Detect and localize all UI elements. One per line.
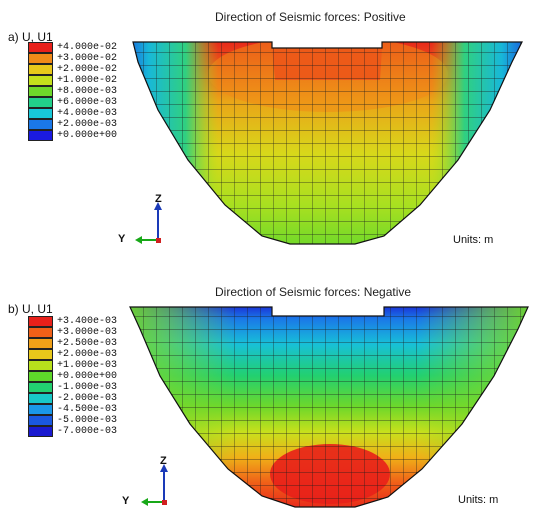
- legend-entry: +6.000e-03: [28, 97, 117, 108]
- legend-entry: +0.000e+00: [28, 130, 117, 141]
- legend-entry: +1.000e-02: [28, 75, 117, 86]
- panel-label: a) U, U1: [8, 30, 53, 44]
- legend-entry: -5.000e-03: [28, 415, 117, 426]
- panel-title: Direction of Seismic forces: Negative: [215, 285, 412, 299]
- legend-entry: +3.400e-03: [28, 316, 117, 327]
- y-axis-label: Y: [122, 495, 130, 507]
- legend-entry: -4.500e-03: [28, 404, 117, 415]
- legend-entry: +4.000e-02: [28, 42, 117, 53]
- legend-entry: +3.000e-03: [28, 327, 117, 338]
- panel-title: Direction of Seismic forces: Positive: [215, 10, 406, 24]
- legend-entry: +3.000e-02: [28, 53, 117, 64]
- legend-entry: +2.500e-03: [28, 338, 117, 349]
- legend-entry: +4.000e-03: [28, 108, 117, 119]
- color-legend: +3.400e-03 +3.000e-03 +2.500e-03 +2.000e…: [28, 316, 117, 437]
- y-axis-label: Y: [118, 233, 126, 245]
- z-axis-label: Z: [155, 193, 162, 205]
- legend-entry: +8.000e-03: [28, 86, 117, 97]
- panel-b: Direction of Seismic forces: Negative b)…: [0, 264, 546, 528]
- dam-mesh-contour-a: [132, 41, 523, 245]
- z-axis-label: Z: [160, 455, 167, 467]
- legend-entry: -2.000e-03: [28, 393, 117, 404]
- coordinate-triad-icon: [141, 464, 168, 506]
- units-label: Units: m: [458, 494, 499, 506]
- legend-entry: +2.000e-03: [28, 119, 117, 130]
- legend-entry: +1.000e-03: [28, 360, 117, 371]
- panel-label: b) U, U1: [8, 302, 53, 316]
- legend-entry: +2.000e-02: [28, 64, 117, 75]
- legend-entry: -7.000e-03: [28, 426, 117, 437]
- legend-entry: -1.000e-03: [28, 382, 117, 393]
- units-label: Units: m: [453, 234, 494, 246]
- coordinate-triad-icon: [135, 202, 162, 244]
- panel-a: Direction of Seismic forces: Positive a)…: [8, 10, 523, 246]
- legend-entry: +0.000e+00: [28, 371, 117, 382]
- legend-entry: +2.000e-03: [28, 349, 117, 360]
- dam-mesh-contour-b: [129, 306, 529, 508]
- color-legend: +4.000e-02 +3.000e-02 +2.000e-02 +1.000e…: [28, 42, 117, 141]
